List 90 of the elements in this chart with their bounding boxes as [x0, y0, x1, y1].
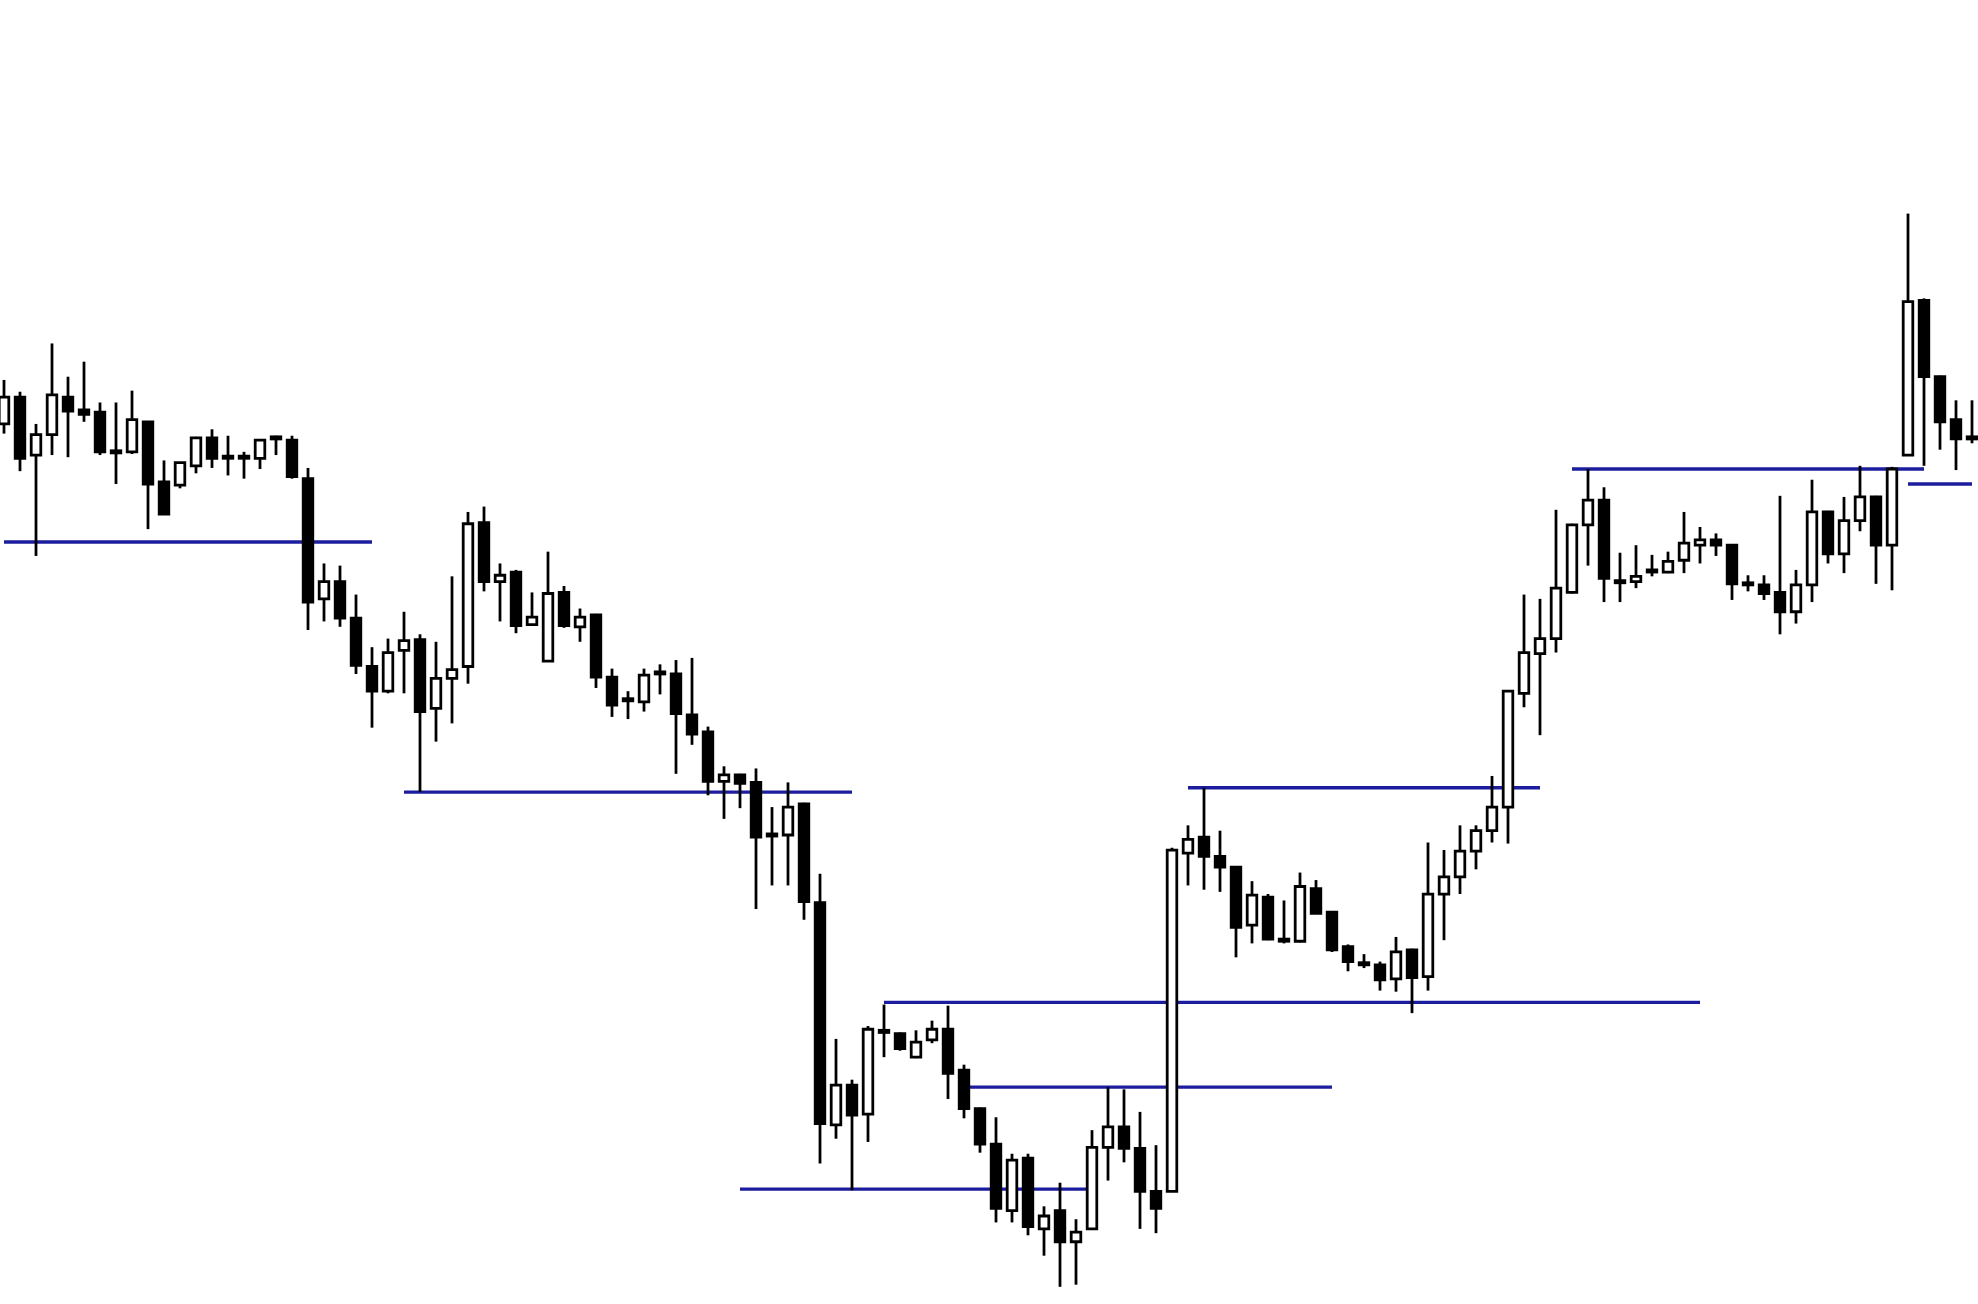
candlestick [285, 434, 299, 481]
candlestick [877, 1003, 891, 1059]
candlestick [1069, 1217, 1083, 1287]
candlestick [1309, 878, 1323, 915]
candlestick [125, 389, 139, 456]
candlestick [1821, 509, 1835, 565]
candlestick [1933, 374, 1947, 452]
candlestick [909, 1028, 923, 1060]
candlestick [1341, 943, 1355, 973]
candlestick [1133, 1110, 1147, 1231]
candlestick [973, 1106, 987, 1155]
candlestick [621, 689, 635, 721]
candlestick [493, 562, 507, 623]
candlestick [173, 461, 187, 490]
candlestick [205, 427, 219, 470]
candlestick [1437, 848, 1451, 942]
candlestick [29, 422, 43, 558]
candlestick [1757, 573, 1771, 602]
candlestick [1677, 510, 1691, 575]
candlestick [1245, 879, 1259, 945]
candlestick [1405, 947, 1419, 1015]
candlestick [1037, 1204, 1051, 1258]
candlestick [1469, 823, 1483, 871]
candlestick [573, 607, 587, 644]
candlestick [365, 645, 379, 730]
candlestick [189, 435, 203, 475]
candlestick [653, 662, 667, 696]
candlestick [1581, 467, 1595, 567]
candlestick [1645, 553, 1659, 578]
candlestick [349, 593, 363, 676]
candlestick [1453, 823, 1467, 896]
candlestick [1389, 935, 1403, 994]
candlestick [525, 591, 539, 627]
candlestick [1837, 495, 1851, 575]
candlestick [1261, 892, 1275, 942]
candlestick [445, 574, 459, 725]
candlestick [1853, 464, 1867, 533]
candlestick [893, 1031, 907, 1053]
candlestick [221, 434, 235, 477]
candlestick [765, 805, 779, 887]
candlestick [1117, 1087, 1131, 1164]
candlestick [1693, 525, 1707, 565]
candlestick [605, 667, 619, 719]
candlestick [1373, 960, 1387, 992]
candlestick [1101, 1085, 1115, 1182]
candlestick [397, 610, 411, 695]
candlestick [1325, 909, 1339, 954]
candlestick [1213, 829, 1227, 894]
candlestick [0, 378, 11, 435]
candlestick [1613, 551, 1627, 604]
candlestick [1517, 593, 1531, 709]
candlestick [1197, 786, 1211, 892]
candlestick [1773, 494, 1787, 636]
candlestick [93, 401, 107, 457]
candlestick [685, 656, 699, 747]
candlestick [941, 1004, 955, 1101]
candlestick [1949, 398, 1963, 472]
candlestick [45, 342, 59, 457]
candlestick [1485, 774, 1499, 844]
candlestick [957, 1063, 971, 1120]
candlestick [1181, 823, 1195, 887]
candlestick [1789, 568, 1803, 625]
candlestick [925, 1019, 939, 1045]
candlestick [1533, 597, 1547, 737]
candlestick [557, 584, 571, 630]
candlestick [781, 781, 795, 887]
candlestick [1149, 1143, 1163, 1235]
candlestick [253, 438, 267, 471]
candlestick [845, 1078, 859, 1192]
candlestick [1965, 398, 1978, 445]
candlestick [77, 360, 91, 424]
candlestick [1277, 899, 1291, 945]
candlestick [317, 562, 331, 623]
candlestick [429, 640, 443, 744]
candlestick [1725, 542, 1739, 602]
candlestick [157, 459, 171, 516]
candlestick [381, 637, 395, 695]
candlestick [61, 375, 75, 459]
candlestick [733, 772, 747, 810]
candlestick [237, 450, 251, 481]
candlestick [1709, 532, 1723, 558]
candlestick [669, 658, 683, 776]
candlestick [269, 434, 283, 457]
candlestick [717, 764, 731, 821]
candlestick [1629, 543, 1643, 590]
candlestick [1053, 1181, 1067, 1289]
candlestick [333, 564, 347, 629]
candlestick [109, 401, 123, 486]
candlestick [637, 667, 651, 713]
candlestick [829, 1037, 843, 1141]
